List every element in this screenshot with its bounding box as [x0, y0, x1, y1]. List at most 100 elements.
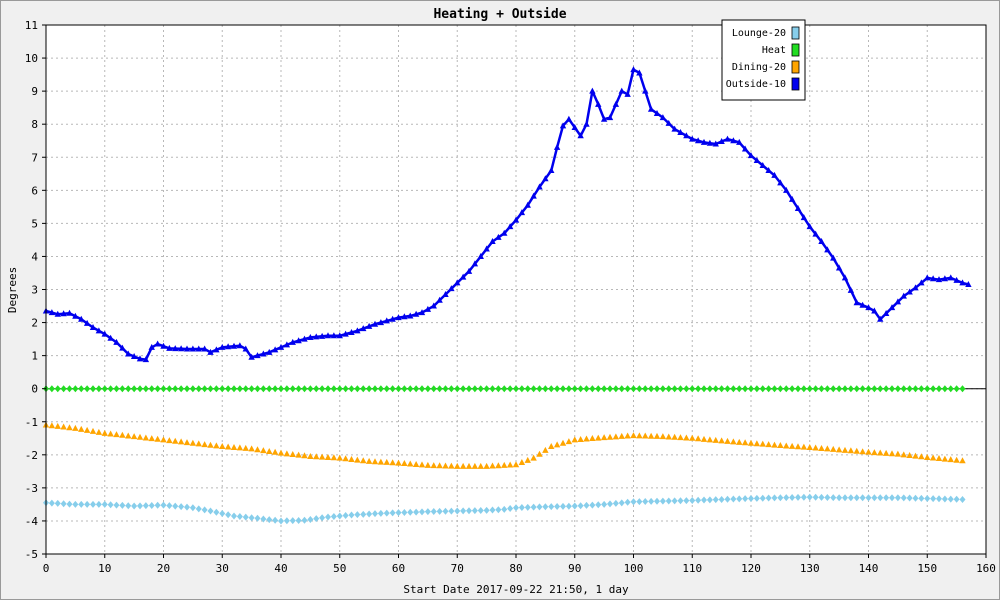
- data-point: [224, 343, 232, 350]
- data-point: [906, 385, 913, 393]
- data-point: [318, 332, 326, 339]
- data-point: [659, 385, 666, 393]
- data-point: [607, 500, 613, 508]
- data-point: [354, 385, 361, 393]
- data-point: [536, 450, 543, 457]
- data-point: [242, 345, 249, 352]
- data-point: [665, 119, 672, 126]
- data-point: [471, 462, 479, 469]
- data-point: [225, 385, 232, 393]
- data-point: [724, 437, 731, 444]
- data-point: [360, 325, 367, 332]
- data-point: [912, 494, 919, 502]
- data-point: [877, 449, 884, 456]
- data-point: [365, 457, 373, 464]
- data-point: [395, 459, 402, 466]
- data-point: [912, 385, 919, 393]
- y-tick-label: -5: [25, 548, 38, 561]
- data-point: [906, 288, 913, 295]
- data-point: [325, 385, 331, 393]
- data-point: [935, 455, 943, 462]
- y-tick-label: 11: [25, 19, 38, 32]
- data-point: [748, 385, 754, 393]
- data-point: [812, 385, 819, 393]
- data-point: [695, 496, 702, 504]
- data-point: [795, 385, 801, 393]
- data-point: [231, 512, 237, 520]
- data-point: [536, 503, 543, 511]
- data-point: [612, 433, 620, 440]
- data-point: [812, 493, 819, 501]
- data-point: [618, 499, 625, 507]
- data-point: [671, 497, 678, 505]
- data-point: [583, 120, 590, 127]
- data-point: [642, 385, 649, 393]
- data-point: [90, 500, 96, 508]
- data-point: [89, 427, 97, 434]
- data-point: [189, 439, 197, 446]
- data-point: [142, 434, 150, 441]
- data-point: [424, 461, 432, 468]
- y-tick-label: 10: [25, 52, 38, 65]
- data-point: [824, 494, 831, 502]
- data-point: [465, 462, 473, 469]
- data-point: [953, 276, 960, 283]
- data-point: [612, 385, 619, 393]
- data-point: [513, 385, 519, 393]
- data-point: [465, 267, 473, 274]
- data-point: [207, 507, 214, 515]
- data-point: [589, 87, 596, 94]
- data-point: [630, 66, 637, 73]
- data-point: [230, 342, 238, 349]
- data-point: [736, 385, 743, 393]
- data-point: [289, 338, 296, 345]
- x-tick-label: 10: [98, 562, 111, 575]
- data-point: [612, 499, 619, 507]
- data-point: [847, 385, 854, 393]
- legend-box: [721, 19, 806, 101]
- data-point: [413, 385, 420, 393]
- data-point: [307, 333, 314, 340]
- data-point: [501, 505, 508, 513]
- data-point: [753, 385, 760, 393]
- data-point: [348, 511, 355, 519]
- data-point: [125, 385, 132, 393]
- data-point: [847, 494, 854, 502]
- data-point: [313, 515, 320, 523]
- data-point: [788, 195, 796, 202]
- legend-swatch: [791, 60, 800, 74]
- x-axis-label: Start Date 2017-09-22 21:50, 1 day: [403, 583, 629, 596]
- legend-item: Dining-20: [732, 60, 800, 74]
- data-point: [624, 385, 631, 393]
- data-point: [618, 432, 625, 439]
- data-point: [748, 494, 754, 502]
- data-point: [242, 385, 249, 393]
- data-point: [830, 445, 837, 452]
- data-point: [477, 385, 484, 393]
- data-point: [207, 441, 214, 448]
- data-point: [636, 69, 643, 76]
- data-point: [307, 515, 314, 523]
- data-point: [148, 501, 155, 509]
- data-point: [489, 238, 496, 245]
- data-point: [659, 114, 667, 121]
- data-point: [741, 439, 749, 446]
- data-point: [95, 500, 102, 508]
- data-point: [242, 513, 249, 521]
- data-point: [630, 385, 637, 393]
- data-point: [560, 502, 566, 510]
- data-point: [248, 445, 255, 452]
- data-point: [554, 502, 561, 510]
- data-point: [548, 503, 555, 511]
- data-point: [213, 385, 220, 393]
- data-point: [107, 385, 114, 393]
- data-point: [654, 385, 660, 393]
- data-point: [78, 500, 85, 508]
- data-point: [888, 450, 896, 457]
- data-point: [166, 437, 173, 444]
- data-point: [859, 301, 866, 308]
- data-point: [571, 123, 578, 130]
- data-point: [325, 513, 331, 521]
- legend-item: Outside-10: [726, 77, 800, 91]
- data-point: [254, 514, 261, 522]
